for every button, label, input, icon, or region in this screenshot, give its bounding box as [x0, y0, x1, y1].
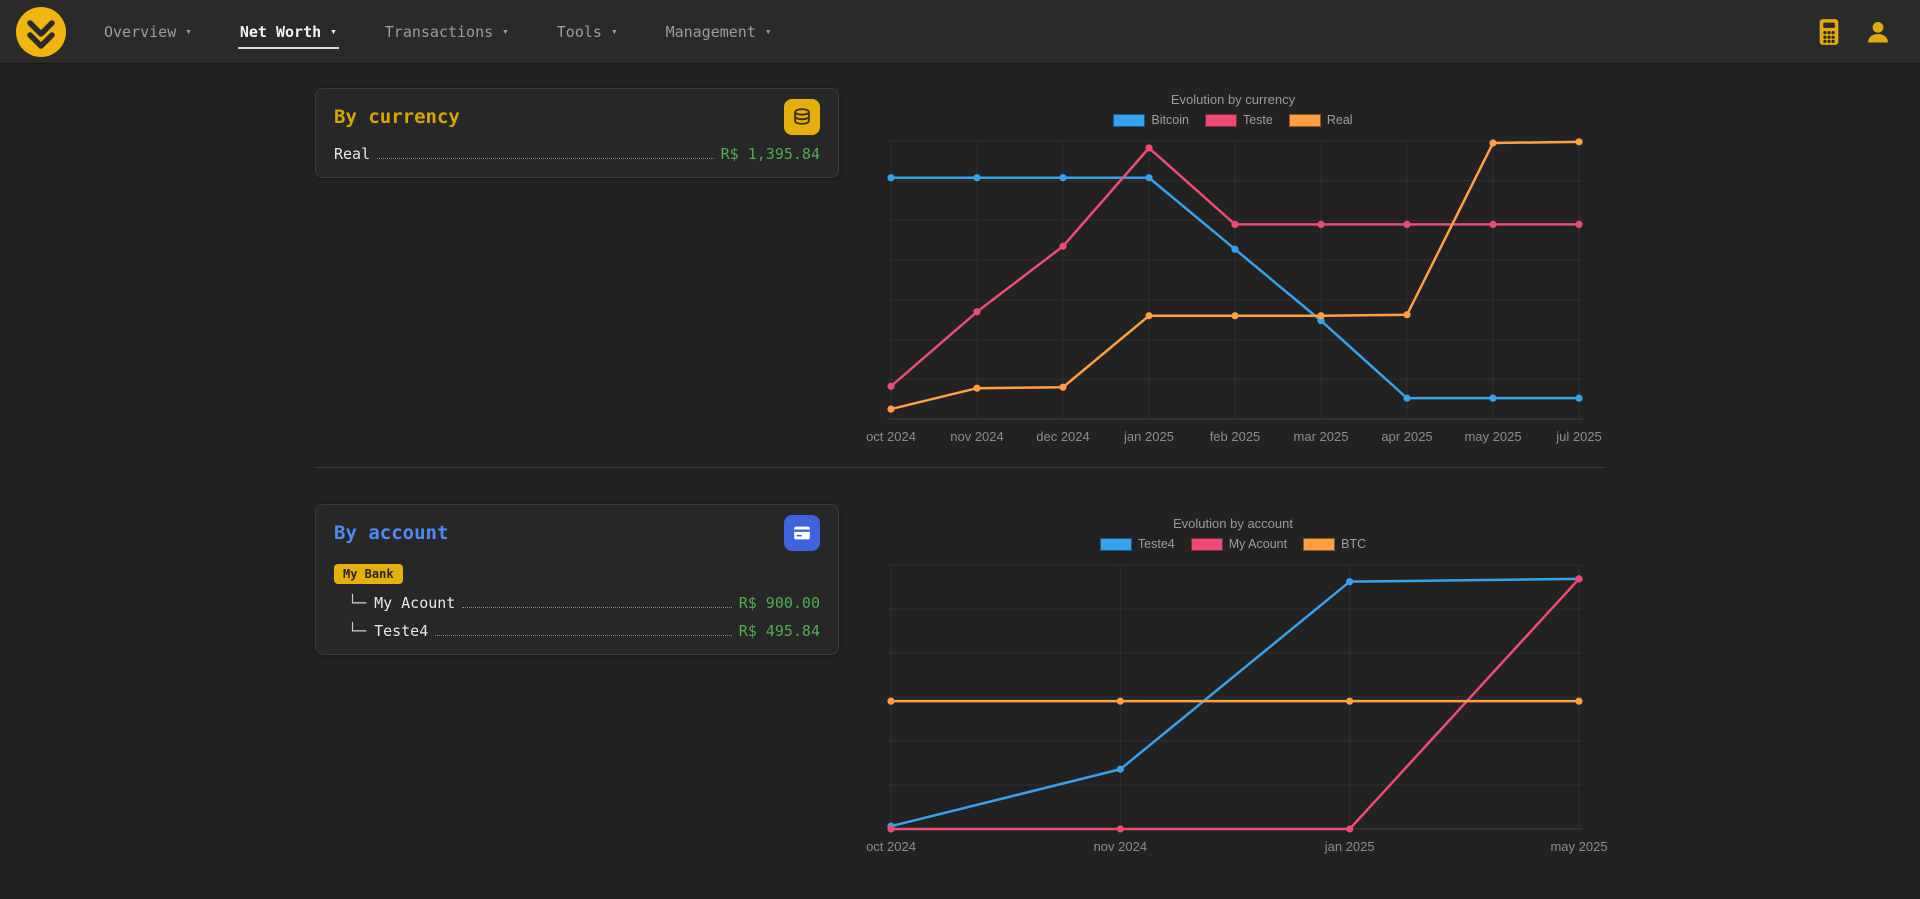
bank-badge: My Bank — [334, 564, 403, 584]
legend-color-swatch — [1303, 537, 1336, 551]
svg-text:may 2025: may 2025 — [1550, 839, 1607, 854]
currency-section: By currency Real R$ 1,395.84 — [315, 88, 1605, 453]
legend-label: BTC — [1341, 537, 1367, 551]
svg-text:feb 2025: feb 2025 — [1210, 429, 1261, 444]
by-currency-card: By currency Real R$ 1,395.84 — [315, 88, 839, 178]
account-card-icon-button[interactable] — [784, 515, 820, 551]
nav-item-management[interactable]: Management ▾ — [664, 15, 774, 49]
legend-color-swatch — [1190, 537, 1223, 551]
currency-card-icon-button[interactable] — [784, 99, 820, 135]
legend-item-my-acount[interactable]: My Acount — [1190, 537, 1288, 551]
chevron-down-icon: ▾ — [185, 25, 192, 38]
dotted-leader — [377, 158, 714, 159]
nav-item-net-worth[interactable]: Net Worth ▾ — [237, 15, 339, 49]
currency-label: Real — [334, 145, 371, 163]
currency-chart-block: Evolution by currency Bitcoin Teste Real o… — [861, 88, 1605, 453]
tree-branch-glyph: └─ — [348, 594, 367, 612]
nav-label: Net Worth — [239, 22, 322, 41]
legend-color-swatch — [1099, 537, 1132, 551]
person-icon — [1868, 21, 1888, 42]
svg-text:oct 2024: oct 2024 — [866, 839, 916, 854]
by-account-card: By account My Bank └─ My Acount — [315, 504, 839, 655]
top-navbar: Overview ▾ Net Worth ▾ Transactions ▾ To… — [0, 0, 1920, 64]
chevron-down-icon: ▾ — [502, 25, 509, 38]
nav-item-overview[interactable]: Overview ▾ — [102, 15, 194, 49]
nav-label: Transactions — [384, 22, 494, 41]
by-account-title: By account — [334, 522, 449, 544]
legend-color-swatch — [1204, 113, 1237, 127]
app-logo[interactable] — [14, 5, 68, 59]
dotted-leader — [462, 607, 732, 608]
account-row: └─ My Acount R$ 900.00 — [334, 594, 820, 612]
section-divider — [315, 467, 1605, 468]
legend-label: My Acount — [1228, 537, 1288, 551]
legend-label: Bitcoin — [1151, 113, 1189, 127]
main-nav: Overview ▾ Net Worth ▾ Transactions ▾ To… — [102, 15, 774, 49]
calculator-button[interactable] — [1814, 16, 1844, 48]
navbar-actions — [1814, 16, 1894, 48]
dotted-leader — [435, 635, 732, 636]
account-label: My Acount — [374, 594, 456, 612]
by-currency-title: By currency — [334, 106, 460, 128]
calculator-icon — [1819, 18, 1839, 45]
evolution-by-currency-chart[interactable]: oct 2024 nov 2024 dec 2024 jan 2025 feb 2025… — [861, 133, 1605, 453]
legend-label: Teste — [1242, 113, 1273, 127]
svg-text:may 2025: may 2025 — [1464, 429, 1521, 444]
svg-text:jul 2025: jul 2025 — [1555, 429, 1602, 444]
account-value: R$ 495.84 — [738, 622, 820, 640]
svg-text:nov 2024: nov 2024 — [950, 429, 1004, 444]
chevron-down-icon: ▾ — [610, 25, 618, 38]
logo-icon — [16, 6, 66, 57]
bank-card-icon — [794, 526, 810, 540]
svg-text:dec 2024: dec 2024 — [1036, 429, 1090, 444]
chevron-down-icon: ▾ — [330, 25, 337, 38]
nav-label: Management — [665, 22, 756, 41]
currency-value: R$ 1,395.84 — [720, 145, 820, 163]
legend-label: Teste4 — [1137, 537, 1175, 551]
svg-text:apr 2025: apr 2025 — [1381, 429, 1432, 444]
svg-text:jan 2025: jan 2025 — [1324, 839, 1375, 854]
legend-color-swatch — [1113, 113, 1146, 127]
account-value: R$ 900.00 — [738, 594, 820, 612]
account-row: └─ Teste4 R$ 495.84 — [334, 622, 820, 640]
legend-item-teste4[interactable]: Teste4 — [1099, 537, 1175, 551]
chevron-down-icon: ▾ — [764, 25, 772, 38]
legend-item-real[interactable]: Real — [1288, 113, 1353, 127]
coins-icon — [794, 108, 810, 125]
nav-label: Overview — [104, 22, 177, 41]
legend-color-swatch — [1288, 113, 1321, 127]
legend-item-teste[interactable]: Teste — [1204, 113, 1273, 127]
nav-item-tools[interactable]: Tools ▾ — [555, 15, 620, 49]
tree-branch-glyph: └─ — [348, 622, 367, 640]
user-menu-button[interactable] — [1862, 16, 1894, 48]
account-section: By account My Bank └─ My Acount — [315, 504, 1608, 863]
nav-item-transactions[interactable]: Transactions ▾ — [383, 15, 511, 49]
svg-text:nov 2024: nov 2024 — [1094, 839, 1148, 854]
nav-label: Tools — [556, 22, 602, 41]
legend-item-btc[interactable]: BTC — [1303, 537, 1366, 551]
chart-legend-account: Teste4 My Acount BTC — [861, 537, 1605, 551]
svg-text:jan 2025: jan 2025 — [1123, 429, 1174, 444]
chart-legend-currency: Bitcoin Teste Real — [861, 113, 1605, 127]
currency-row: Real R$ 1,395.84 — [334, 145, 820, 163]
svg-text:mar 2025: mar 2025 — [1294, 429, 1349, 444]
legend-label: Real — [1326, 113, 1353, 127]
account-chart-block: Evolution by account Teste4 My Acount BTC … — [861, 504, 1608, 863]
svg-text:oct 2024: oct 2024 — [866, 429, 916, 444]
main-content: By currency Real R$ 1,395.84 — [315, 64, 1608, 863]
chart-title-currency: Evolution by currency — [1170, 92, 1296, 107]
legend-item-bitcoin[interactable]: Bitcoin — [1113, 113, 1189, 127]
evolution-by-account-chart[interactable]: oct 2024 nov 2024 jan 2025 may 2025 — [861, 557, 1608, 863]
chart-title-account: Evolution by account — [1173, 516, 1293, 531]
account-label: Teste4 — [374, 622, 429, 640]
